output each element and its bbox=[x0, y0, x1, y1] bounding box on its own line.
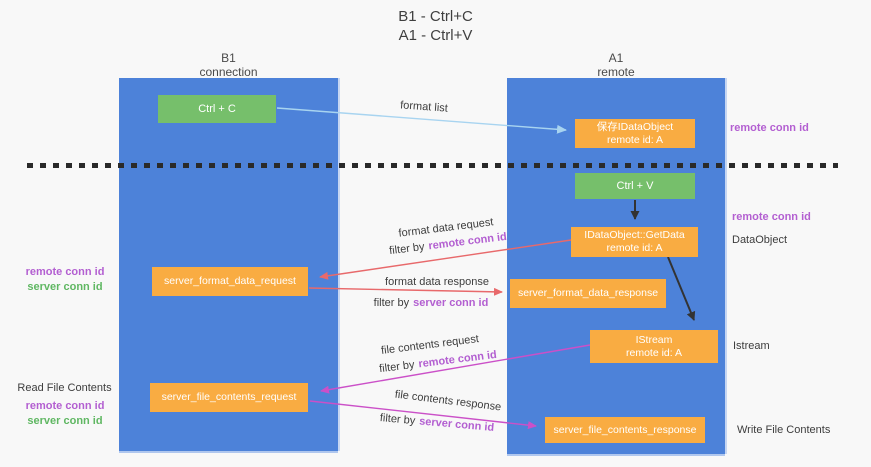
filter-prefix: filter by bbox=[378, 358, 416, 376]
filter-prefix: filter by bbox=[373, 297, 410, 309]
session-divider-line bbox=[27, 163, 838, 168]
filter-key-remote-conn-id: remote conn id bbox=[417, 348, 498, 371]
node-istream-line2: remote id: A bbox=[625, 346, 683, 359]
node-sfdresp-label: server_format_data_response bbox=[517, 287, 659, 299]
annotation-remote-conn-id-mid: remote conn id bbox=[732, 211, 811, 223]
diagram-title: B1 - Ctrl+C A1 - Ctrl+V bbox=[0, 7, 871, 45]
lane-header-b1: B1 connection bbox=[119, 51, 338, 79]
node-save-idataobject-line1: 保存IDataObject bbox=[596, 120, 674, 133]
annotation-dataobject: DataObject bbox=[732, 234, 788, 246]
filter-key-server-conn-id: server conn id bbox=[413, 297, 489, 309]
annotation-remote-conn-id-left: remote conn id bbox=[25, 266, 105, 278]
label-filter-server-conn-id-1: filter by server conn id bbox=[374, 297, 489, 309]
label-file-contents-response: file contents response bbox=[394, 388, 502, 414]
node-getdata-line1: IDataObject::GetData bbox=[584, 229, 685, 241]
node-save-idataobject-line2: remote id: A bbox=[606, 133, 664, 146]
node-server-file-contents-response: server_file_contents_response bbox=[545, 417, 705, 443]
annotation-left-bottom: remote conn id server conn id bbox=[19, 399, 111, 429]
node-server-format-data-request: server_format_data_request bbox=[152, 267, 308, 296]
node-save-idataobject: 保存IDataObject remote id: A bbox=[575, 119, 695, 148]
label-format-list: format list bbox=[399, 99, 449, 115]
node-idataobject-getdata: IDataObject::GetData remote id: A bbox=[571, 227, 698, 257]
node-sfcresp-label: server_file_contents_response bbox=[553, 423, 697, 436]
node-ctrl-v: Ctrl + V bbox=[575, 173, 695, 199]
lane-a1-name: A1 bbox=[608, 51, 624, 65]
lane-header-a1: A1 remote bbox=[507, 51, 725, 79]
label-format-data-response: format data response bbox=[385, 276, 489, 288]
annotation-istream: Istream bbox=[733, 340, 770, 352]
title-line-1: B1 - Ctrl+C bbox=[398, 8, 473, 25]
node-istream: IStream remote id: A bbox=[590, 330, 718, 363]
node-ctrl-c: Ctrl + C bbox=[158, 95, 276, 123]
annotation-server-conn-id-left: server conn id bbox=[27, 281, 103, 293]
filter-prefix: filter by bbox=[379, 412, 416, 428]
annotation-remote-conn-id-top: remote conn id bbox=[730, 122, 809, 134]
annotation-remote-conn-id-left-2: remote conn id bbox=[25, 400, 105, 412]
annotation-read-file-contents: Read File Contents bbox=[17, 382, 112, 394]
title-line-2: A1 - Ctrl+V bbox=[398, 27, 473, 44]
annotation-write-file-contents: Write File Contents bbox=[737, 424, 831, 436]
lane-b1-name: B1 bbox=[221, 51, 236, 65]
annotation-server-conn-id-left-2: server conn id bbox=[27, 415, 103, 427]
node-istream-line1: IStream bbox=[635, 333, 673, 346]
node-getdata-line2: remote id: A bbox=[606, 242, 663, 254]
node-server-format-data-response: server_format_data_response bbox=[510, 279, 666, 308]
lane-b1-role: connection bbox=[199, 65, 258, 79]
node-ctrl-c-label: Ctrl + C bbox=[198, 102, 236, 115]
label-filter-server-conn-id-2: filter by server conn id bbox=[379, 412, 494, 434]
node-ctrl-v-label: Ctrl + V bbox=[616, 179, 654, 192]
node-server-file-contents-request: server_file_contents_request bbox=[150, 383, 308, 412]
lane-a1-role: remote bbox=[597, 65, 635, 79]
node-sfdreq-label: server_format_data_request bbox=[164, 275, 296, 287]
filter-prefix: filter by bbox=[388, 240, 426, 258]
node-sfcreq-label: server_file_contents_request bbox=[161, 391, 297, 403]
filter-key-server-conn-id: server conn id bbox=[418, 415, 495, 434]
annotation-left-mid: remote conn id server conn id bbox=[19, 265, 111, 295]
